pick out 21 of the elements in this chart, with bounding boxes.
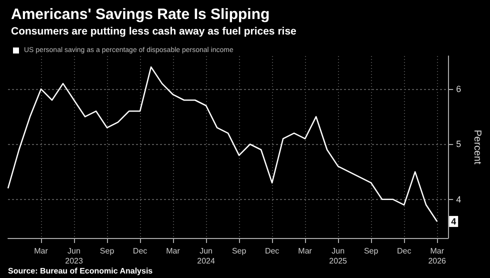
- y-tick-label: 6: [456, 84, 462, 94]
- x-tick-label: Sep: [364, 246, 379, 256]
- x-tick-label: Mar 2026: [428, 246, 447, 266]
- source-note: Source: Bureau of Economic Analysis: [8, 266, 154, 276]
- x-tick-label: Jun 2023: [65, 246, 84, 266]
- x-tick-label: Dec: [396, 246, 412, 256]
- x-tick-label: Sep: [100, 246, 115, 256]
- y-tick-label: 5: [456, 139, 462, 150]
- y-tick-label: 4: [456, 194, 462, 204]
- x-tick-label: Jun 2025: [329, 246, 348, 266]
- x-tick-label: Sep: [232, 246, 247, 256]
- x-tick-label: Mar: [34, 246, 48, 256]
- y-axis-title: Percent: [472, 130, 482, 164]
- chart-subtitle: Consumers are putting less cash away as fuel prices rise: [11, 26, 297, 38]
- chart-title: Americans' Savings Rate Is Slipping: [11, 6, 270, 23]
- x-tick-label: Mar: [166, 246, 180, 256]
- line-series: [7, 66, 438, 222]
- x-tick-label: Dec: [264, 246, 280, 256]
- x-tick-label: Dec: [132, 246, 148, 256]
- x-tick-label: Jun 2024: [197, 246, 216, 266]
- x-tick-label: Mar: [298, 246, 312, 256]
